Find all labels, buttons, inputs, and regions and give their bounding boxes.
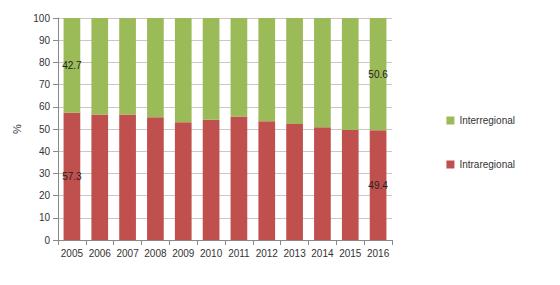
svg-text:20: 20 (39, 190, 51, 201)
svg-text:10: 10 (39, 212, 51, 223)
svg-text:2010: 2010 (200, 248, 223, 259)
svg-text:%: % (11, 124, 23, 134)
svg-text:Interregional: Interregional (459, 115, 515, 126)
svg-text:0: 0 (44, 235, 50, 246)
svg-text:2011: 2011 (228, 248, 250, 259)
svg-text:2015: 2015 (339, 248, 362, 259)
svg-text:2007: 2007 (116, 248, 139, 259)
svg-text:2016: 2016 (367, 248, 390, 259)
svg-text:2012: 2012 (256, 248, 279, 259)
svg-text:Intraregional: Intraregional (459, 159, 515, 170)
svg-text:40: 40 (39, 146, 51, 157)
svg-text:70: 70 (39, 79, 51, 90)
svg-text:2005: 2005 (61, 248, 84, 259)
svg-text:49.4: 49.4 (368, 180, 388, 191)
svg-text:60: 60 (39, 101, 51, 112)
svg-text:2014: 2014 (311, 248, 334, 259)
svg-text:2008: 2008 (144, 248, 167, 259)
svg-text:42.7: 42.7 (62, 60, 82, 71)
svg-text:90: 90 (39, 35, 51, 46)
svg-text:2006: 2006 (89, 248, 112, 259)
svg-text:30: 30 (39, 168, 51, 179)
svg-text:50: 50 (39, 124, 51, 135)
svg-text:100: 100 (33, 13, 50, 24)
svg-text:80: 80 (39, 57, 51, 68)
svg-text:2009: 2009 (172, 248, 195, 259)
svg-text:57.3: 57.3 (62, 171, 82, 182)
svg-text:50.6: 50.6 (368, 69, 388, 80)
svg-text:2013: 2013 (283, 248, 306, 259)
